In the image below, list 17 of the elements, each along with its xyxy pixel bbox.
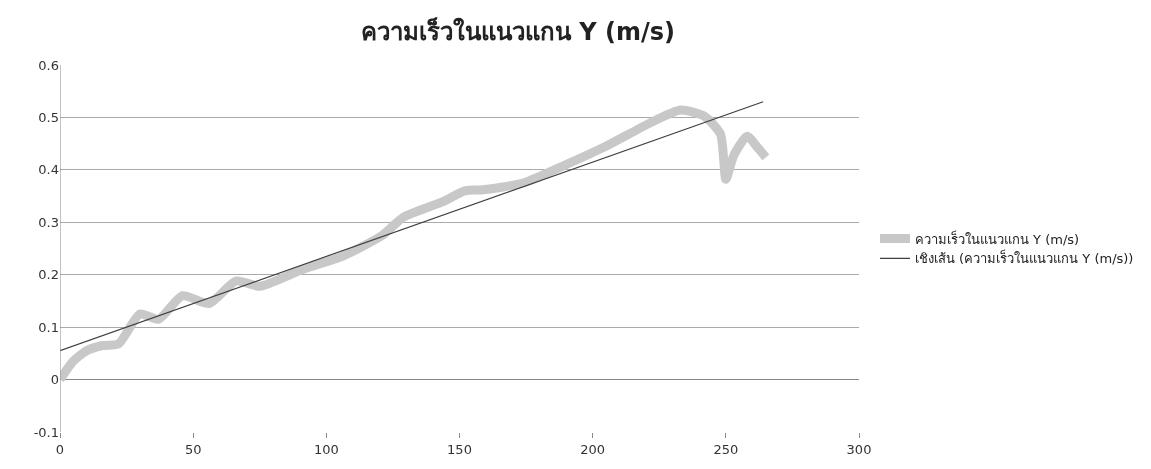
x-tick-label: 200 (580, 441, 606, 457)
y-tick-label: 0.3 (38, 214, 59, 230)
x-tick-label: 100 (313, 441, 339, 457)
legend-label: เชิงเส้น (ความเร็วในแนวแกน Y (m/s)) (914, 249, 1134, 267)
x-tick-label: 250 (713, 441, 739, 457)
y-tick-label: 0.1 (38, 319, 59, 335)
legend-label: ความเร็วในแนวแกน Y (m/s) (914, 229, 1080, 247)
y-tick-label: 0 (50, 372, 59, 388)
chart-title: ความเร็วในแนวแกน Y (m/s) (360, 17, 675, 47)
x-tick-label: 300 (846, 441, 872, 457)
y-tick-label: 0.4 (38, 162, 59, 178)
y-tick-label: 0.5 (38, 109, 59, 125)
y-tick-label: -0.1 (33, 424, 59, 440)
y-tick-label: 0.6 (38, 57, 59, 73)
x-tick-label: 150 (447, 441, 472, 457)
y-tick-label: 0.2 (38, 267, 59, 283)
x-tick-label: 50 (184, 441, 202, 457)
